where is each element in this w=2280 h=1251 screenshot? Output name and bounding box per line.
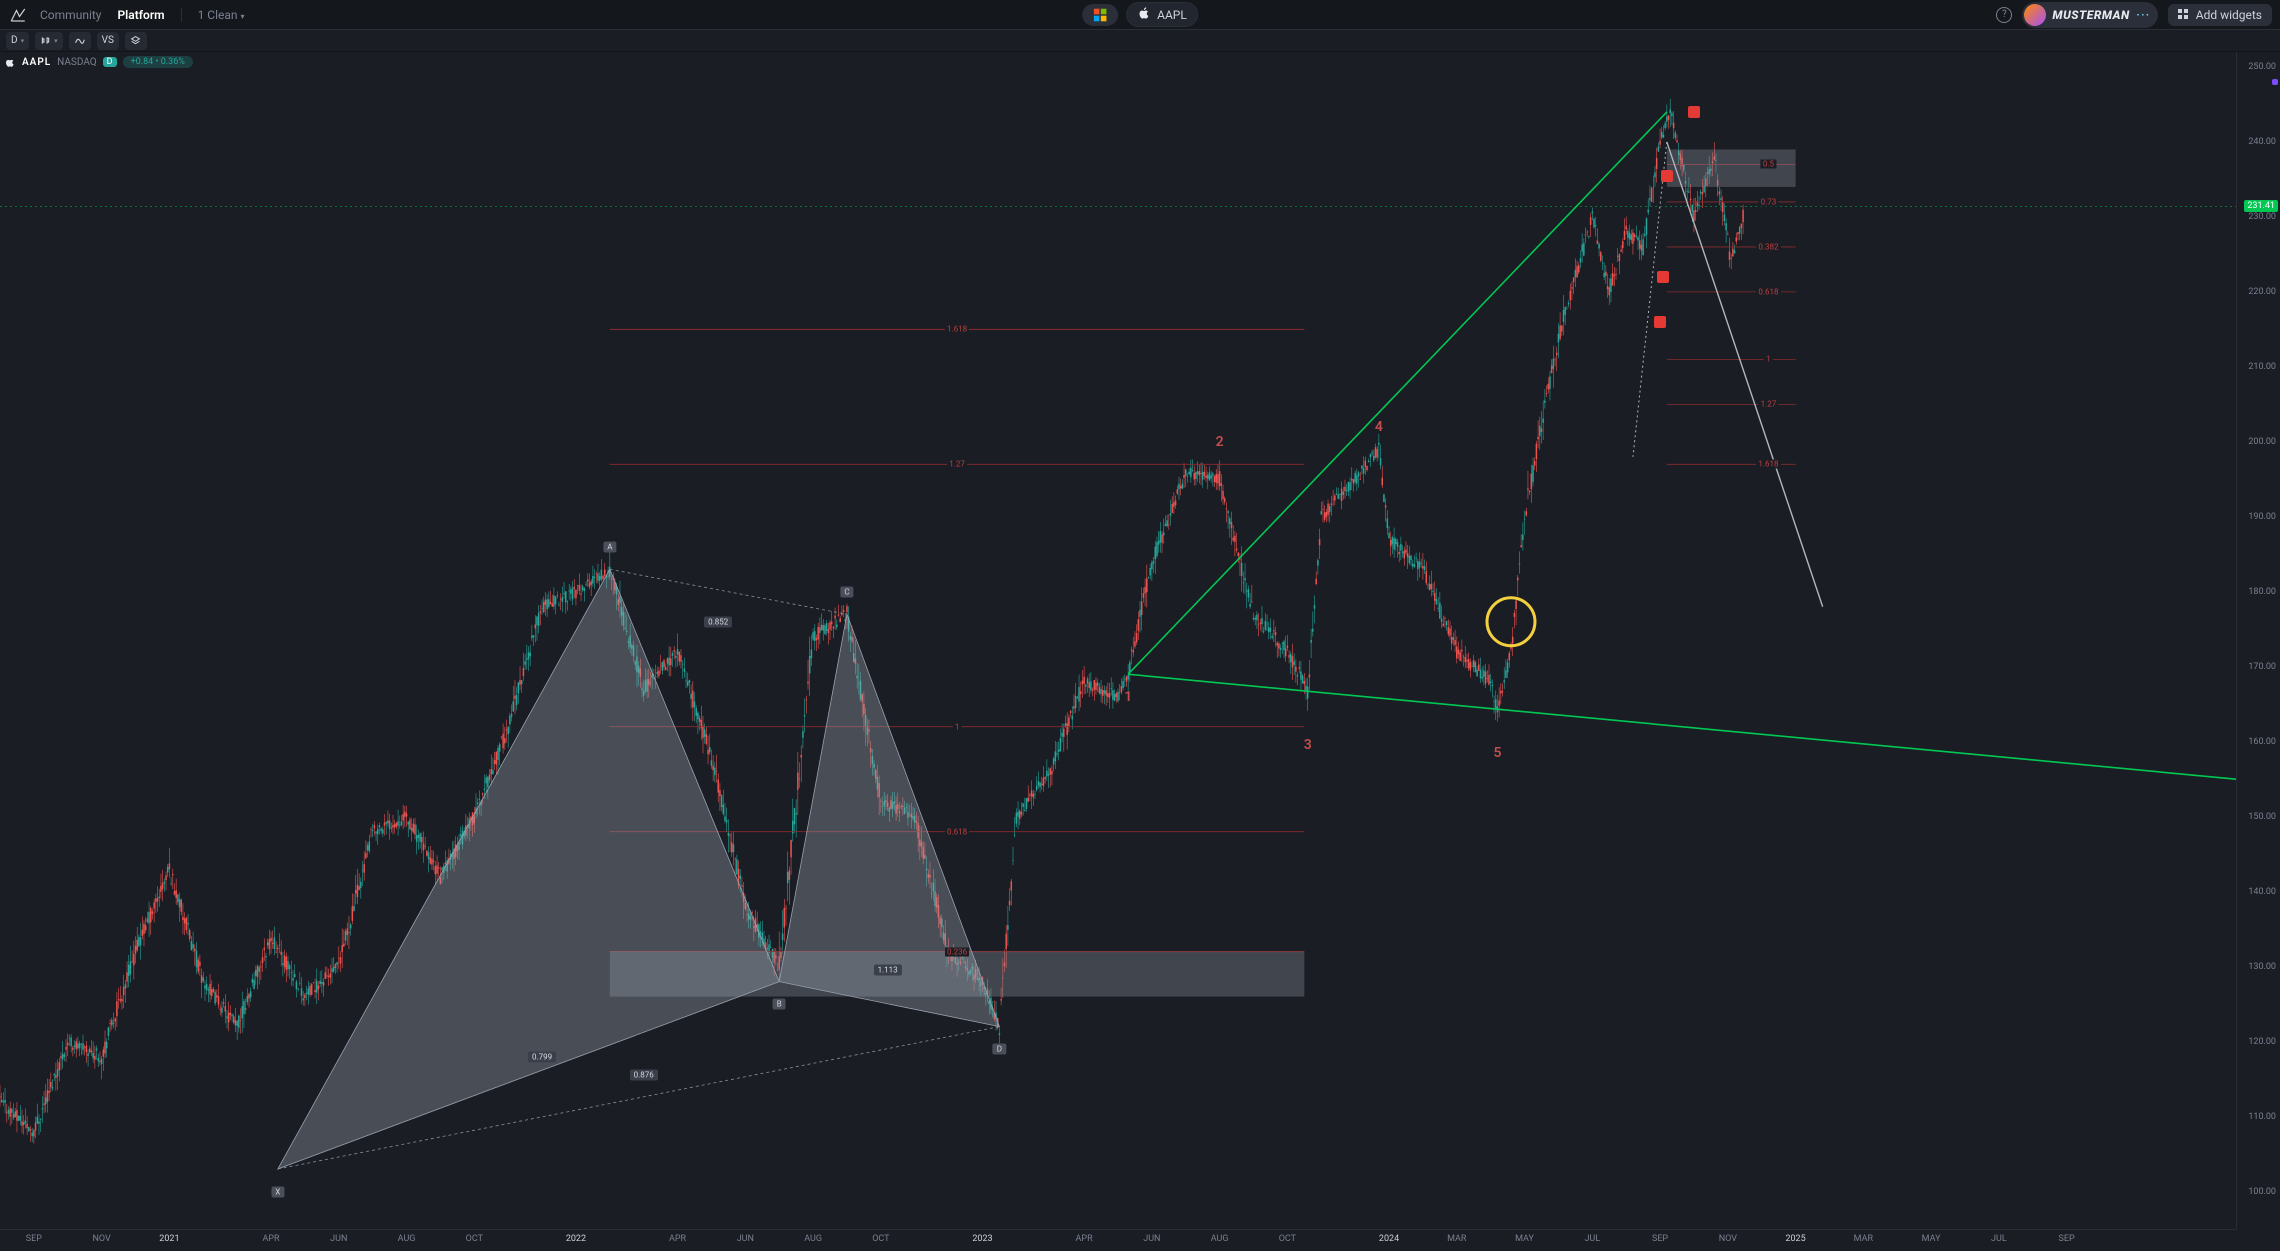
time-tick: 2022 bbox=[566, 1234, 586, 1244]
y-tick: 140.00 bbox=[2248, 887, 2276, 897]
layout-dropdown[interactable]: 1 Clean▾ bbox=[198, 8, 245, 22]
y-tick: 130.00 bbox=[2248, 962, 2276, 972]
time-tick: MAR bbox=[1854, 1234, 1873, 1244]
y-tick: 250.00 bbox=[2248, 62, 2276, 72]
interval-label: D bbox=[11, 35, 18, 46]
layers-button[interactable] bbox=[125, 32, 147, 50]
y-tick: 230.00 bbox=[2248, 212, 2276, 222]
apple-icon bbox=[4, 56, 16, 68]
time-tick: OCT bbox=[1279, 1234, 1296, 1244]
candlestick-icon bbox=[40, 35, 51, 46]
y-tick: 180.00 bbox=[2248, 587, 2276, 597]
ticker-symbol: AAPL bbox=[22, 57, 51, 68]
time-tick: 2023 bbox=[972, 1234, 992, 1244]
time-tick: MAR bbox=[1447, 1234, 1466, 1244]
apple-icon bbox=[1137, 6, 1151, 23]
time-tick: NOV bbox=[1719, 1234, 1737, 1244]
time-tick: OCT bbox=[466, 1234, 483, 1244]
price-alert-marker[interactable] bbox=[2272, 79, 2278, 85]
y-tick: 100.00 bbox=[2248, 1187, 2276, 1197]
help-icon[interactable]: ? bbox=[1996, 7, 2012, 23]
time-tick: JUL bbox=[1584, 1234, 1600, 1244]
time-tick: 2024 bbox=[1379, 1234, 1399, 1244]
user-menu[interactable]: MUSTERMAN ⋯ bbox=[2022, 2, 2157, 28]
grid-add-icon bbox=[2178, 9, 2190, 21]
y-tick: 150.00 bbox=[2248, 812, 2276, 822]
indicators-button[interactable] bbox=[69, 32, 91, 50]
time-tick: NOV bbox=[93, 1234, 111, 1244]
chart-plot[interactable]: XABCD0.8521.1130.7990.8760.2360.61811.27… bbox=[0, 52, 2236, 1229]
chart-toolbar: D▾ ▾ VS bbox=[0, 30, 2280, 52]
time-tick: JUL bbox=[1991, 1234, 2007, 1244]
time-tick: APR bbox=[262, 1234, 279, 1244]
ms-logo-pill[interactable] bbox=[1082, 4, 1118, 26]
avatar bbox=[2024, 4, 2046, 26]
nav-platform[interactable]: Platform bbox=[117, 8, 164, 22]
interval-button[interactable]: D▾ bbox=[6, 32, 29, 50]
time-tick: SEP bbox=[2059, 1234, 2075, 1244]
header-nav: Community Platform 1 Clean▾ bbox=[40, 8, 245, 22]
time-tick: APR bbox=[1076, 1234, 1093, 1244]
time-tick: SEP bbox=[26, 1234, 42, 1244]
chevron-down-icon: ▾ bbox=[54, 37, 58, 45]
time-tick: JUN bbox=[737, 1234, 754, 1244]
y-tick: 200.00 bbox=[2248, 437, 2276, 447]
chart-container: XABCD0.8521.1130.7990.8760.2360.61811.27… bbox=[0, 52, 2280, 1251]
time-tick: JUN bbox=[1143, 1234, 1160, 1244]
chevron-down-icon: ▾ bbox=[241, 12, 245, 21]
chevron-down-icon: ▾ bbox=[21, 37, 25, 45]
nav-separator bbox=[181, 8, 182, 22]
add-widgets-button[interactable]: Add widgets bbox=[2168, 4, 2272, 26]
y-tick: 220.00 bbox=[2248, 287, 2276, 297]
ticker-bar: AAPL NASDAQ D +0.84 • 0.36% bbox=[4, 56, 193, 68]
header-right: ? MUSTERMAN ⋯ Add widgets bbox=[1996, 2, 2272, 28]
y-tick: 240.00 bbox=[2248, 137, 2276, 147]
y-tick: 190.00 bbox=[2248, 512, 2276, 522]
time-axis[interactable]: SEP NOV 2021 APR JUN AUG OCT 2022 APR JUN AUG OCT 20… bbox=[0, 1229, 2236, 1251]
time-tick: JUN bbox=[330, 1234, 347, 1244]
time-tick: AUG bbox=[804, 1234, 822, 1244]
ticker-change: +0.84 • 0.36% bbox=[123, 56, 193, 68]
time-tick: 2021 bbox=[159, 1234, 179, 1244]
app-header: Community Platform 1 Clean▾ AAPL ? MUSTE… bbox=[0, 0, 2280, 30]
chart-type-button[interactable]: ▾ bbox=[35, 32, 63, 50]
add-widgets-label: Add widgets bbox=[2196, 8, 2262, 22]
time-tick: AUG bbox=[398, 1234, 416, 1244]
fx-icon bbox=[74, 35, 85, 46]
ticker-pill-label: AAPL bbox=[1157, 8, 1187, 22]
ticker-pill[interactable]: AAPL bbox=[1126, 2, 1198, 27]
y-tick: 210.00 bbox=[2248, 362, 2276, 372]
time-tick: 2025 bbox=[1785, 1234, 1805, 1244]
time-tick: AUG bbox=[1211, 1234, 1229, 1244]
microsoft-icon bbox=[1093, 8, 1107, 22]
header-center: AAPL bbox=[1082, 2, 1198, 27]
time-tick: APR bbox=[669, 1234, 686, 1244]
ticker-interval-badge: D bbox=[103, 57, 117, 67]
time-tick: MAY bbox=[1515, 1234, 1534, 1244]
compare-button[interactable]: VS bbox=[97, 32, 119, 50]
layout-label: 1 Clean bbox=[198, 8, 238, 22]
time-tick: OCT bbox=[872, 1234, 889, 1244]
time-tick: SEP bbox=[1652, 1234, 1668, 1244]
y-tick: 120.00 bbox=[2248, 1037, 2276, 1047]
ticker-exchange: NASDAQ bbox=[57, 57, 97, 68]
y-tick: 110.00 bbox=[2248, 1112, 2276, 1122]
last-price-label: 231.41 bbox=[2244, 200, 2278, 212]
y-tick: 160.00 bbox=[2248, 737, 2276, 747]
layers-icon bbox=[130, 35, 141, 46]
y-tick: 170.00 bbox=[2248, 662, 2276, 672]
user-status-icon: ⋯ bbox=[2136, 7, 2150, 23]
time-tick: MAY bbox=[1922, 1234, 1941, 1244]
nav-community[interactable]: Community bbox=[40, 8, 101, 22]
price-axis[interactable]: 100.00 110.00 120.00 130.00 140.00 150.00 160.… bbox=[2236, 52, 2280, 1229]
compare-label: VS bbox=[102, 35, 114, 46]
app-logo-icon bbox=[8, 5, 28, 25]
username-label: MUSTERMAN bbox=[2052, 8, 2129, 22]
